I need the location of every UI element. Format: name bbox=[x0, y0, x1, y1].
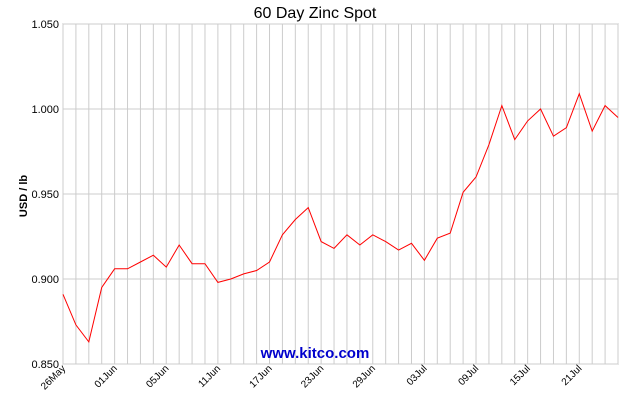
x-tick-label: 23Jun bbox=[299, 363, 326, 390]
y-tick-label: 1.050 bbox=[31, 19, 59, 31]
chart-title: 60 Day Zinc Spot bbox=[254, 5, 377, 22]
x-tick-label: 03Jul bbox=[405, 363, 430, 388]
x-tick-label: 05Jun bbox=[144, 363, 171, 390]
x-tick-label: 29Jun bbox=[351, 363, 378, 390]
y-tick-label: 0.950 bbox=[31, 189, 59, 201]
x-tick-label: 09Jul bbox=[456, 363, 481, 388]
watermark: www.kitco.com bbox=[260, 345, 370, 362]
y-axis-title: USD / lb bbox=[18, 175, 30, 217]
y-tick-label: 0.850 bbox=[31, 359, 59, 371]
x-tick-labels: 26May 01Jun 05Jun 11Jun 17Jun 23Jun 29Jun 03Jul… bbox=[39, 363, 584, 392]
x-tick-label: 21Jul bbox=[560, 363, 585, 388]
x-tick-label: 01Jun bbox=[93, 363, 120, 390]
grid bbox=[62, 23, 619, 365]
x-tick-label: 15Jul bbox=[508, 363, 533, 388]
y-tick-label: 0.900 bbox=[31, 274, 59, 286]
x-tick-label: 11Jun bbox=[196, 363, 223, 390]
x-tick-label: 17Jun bbox=[248, 363, 275, 390]
y-tick-label: 1.000 bbox=[31, 104, 59, 116]
zinc-price-line bbox=[62, 92, 619, 344]
y-tick-labels: 0.850 0.900 0.950 1.000 1.050 bbox=[31, 19, 59, 371]
